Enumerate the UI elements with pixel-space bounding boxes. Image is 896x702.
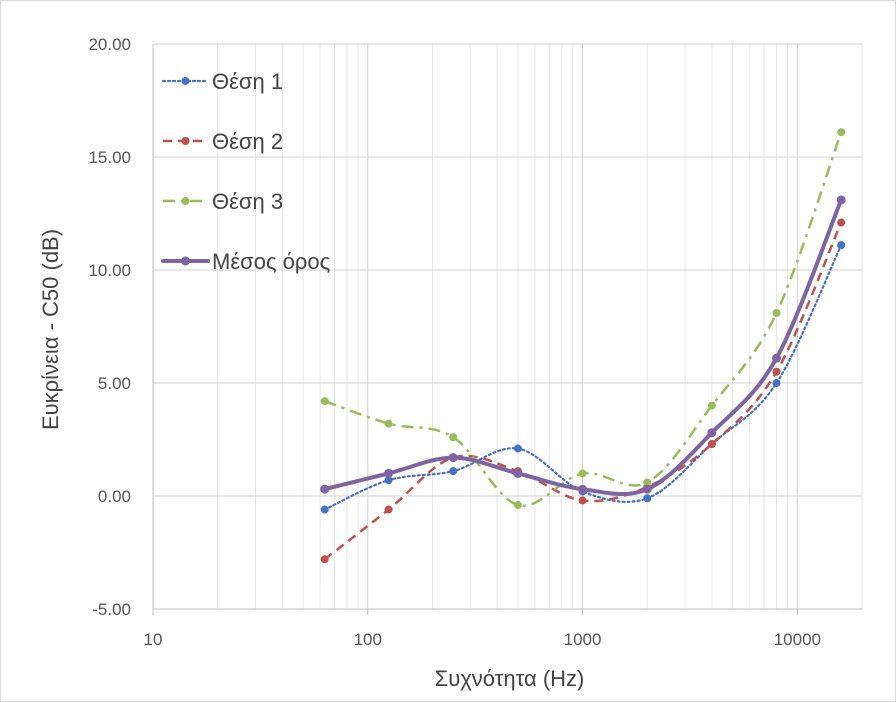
y-tick-label: 5.00 <box>98 374 131 393</box>
y-tick-label: 10.00 <box>88 261 131 280</box>
legend-label: Θέση 1 <box>212 69 283 94</box>
legend-label: Θέση 2 <box>212 129 283 154</box>
legend-item: Θέση 2 <box>163 129 283 154</box>
data-point <box>578 496 587 505</box>
data-point <box>836 195 846 205</box>
x-tick-label: 10 <box>144 630 163 649</box>
data-point <box>772 367 781 376</box>
legend-swatch-marker <box>181 197 190 205</box>
series-3 <box>320 128 846 510</box>
x-tick-label: 100 <box>354 630 382 649</box>
data-point <box>772 379 781 387</box>
legend-swatch-marker <box>181 137 190 145</box>
y-axis-title: Ευκρίνεια - C50 (dB) <box>38 229 63 430</box>
data-point <box>320 397 329 406</box>
data-point <box>837 128 846 137</box>
data-point <box>772 308 781 317</box>
legend-label: Θέση 3 <box>212 189 283 214</box>
legend-item: Μέσος όρος <box>161 249 330 274</box>
data-point <box>837 218 846 227</box>
y-tick-label: 0.00 <box>98 487 131 506</box>
data-point <box>578 484 588 494</box>
data-point <box>643 478 652 487</box>
y-tick-label: 20.00 <box>88 35 131 54</box>
legend-item: Θέση 3 <box>163 189 283 214</box>
data-point <box>642 484 652 494</box>
data-point <box>384 419 393 428</box>
series-1 <box>320 241 846 514</box>
legend-label: Μέσος όρος <box>212 249 330 274</box>
data-point <box>513 501 522 510</box>
data-point <box>448 453 458 463</box>
legend-item: Θέση 1 <box>161 69 283 94</box>
data-point <box>837 241 846 250</box>
data-point <box>707 428 717 438</box>
grid <box>152 43 863 610</box>
data-point <box>513 468 523 478</box>
data-point <box>384 505 393 514</box>
axes <box>152 44 862 615</box>
series <box>320 128 846 564</box>
legend-swatch-marker <box>181 256 190 266</box>
y-tick-label: 15.00 <box>88 148 131 167</box>
legend: Θέση 1 Θέση 2 Θέση 3 Μέσος όρος <box>161 69 330 274</box>
series-line <box>324 131 843 507</box>
data-point <box>449 467 458 476</box>
data-point <box>643 494 652 503</box>
data-point <box>320 555 329 564</box>
legend-swatch-marker <box>181 77 190 85</box>
data-point <box>772 353 782 363</box>
y-tick-labels: -5.00 0.00 5.00 10.00 15.00 20.00 <box>88 35 131 619</box>
x-tick-label: 10000 <box>774 630 821 649</box>
data-point <box>707 440 716 449</box>
data-point <box>513 444 522 453</box>
data-point <box>320 484 330 494</box>
data-point <box>384 476 393 485</box>
y-tick-label: -5.00 <box>92 600 131 619</box>
series-4 <box>320 195 846 496</box>
data-point <box>449 433 458 442</box>
data-point <box>320 505 329 514</box>
data-point <box>578 469 587 478</box>
x-tick-label: 1000 <box>564 630 602 649</box>
x-axis-title: Συχνότητα (Hz) <box>435 666 585 691</box>
data-point <box>707 401 716 410</box>
x-tick-labels: 10 100 1000 10000 <box>144 630 821 649</box>
data-point <box>384 468 394 478</box>
